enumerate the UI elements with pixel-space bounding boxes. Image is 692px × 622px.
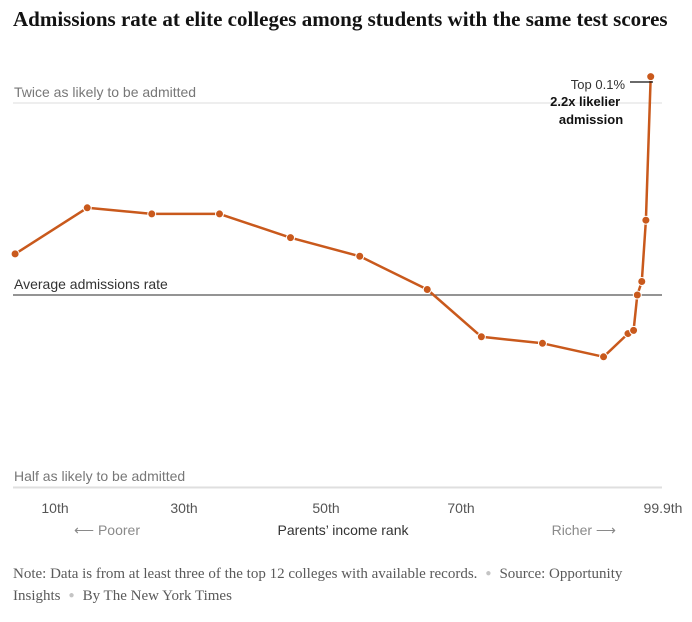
- data-point: [646, 72, 656, 82]
- annotation-top-label: Top 0.1%: [571, 77, 626, 92]
- reference-line-label: Twice as likely to be admitted: [14, 84, 196, 100]
- data-point: [355, 251, 365, 261]
- x-tick-label: 70th: [447, 500, 474, 516]
- chart-title: Admissions rate at elite colleges among …: [13, 7, 668, 31]
- x-tick-label: 10th: [41, 500, 68, 516]
- series-group: [10, 72, 656, 362]
- footer-note: Note: Data is from at least three of the…: [13, 566, 478, 582]
- annotation-value-label: 2.2x likelier admission: [550, 94, 624, 127]
- data-point: [215, 209, 224, 219]
- footer-separator: ●: [68, 590, 75, 601]
- x-axis-title: Parents’ income rank: [278, 522, 410, 538]
- x-axis-ticks: 10th 30th 50th 70th 99.9th: [41, 500, 682, 516]
- data-point: [537, 338, 547, 348]
- x-tick-label: 30th: [170, 500, 197, 516]
- line-chart: Twice as likely to be admitted Average ad…: [10, 72, 682, 538]
- footer-separator: ●: [485, 568, 492, 579]
- data-point: [82, 203, 92, 213]
- footer-credit: By The New York Times: [82, 588, 232, 604]
- data-point: [286, 233, 295, 243]
- footer-source: Source: Opportunity Insights: [13, 566, 623, 604]
- chart-footer: Note: Data is from at least three of the…: [13, 563, 653, 607]
- poorer-direction-label: ⟵ Poorer: [74, 522, 140, 538]
- reference-lines: Twice as likely to be admitted Average ad…: [13, 84, 662, 488]
- data-point: [637, 276, 647, 286]
- data-point: [476, 332, 486, 342]
- reference-line-label: Half as likely to be admitted: [14, 468, 185, 484]
- data-point: [422, 285, 432, 295]
- data-point: [632, 290, 642, 300]
- data-point: [10, 249, 20, 259]
- data-point: [599, 352, 609, 362]
- top-annotation: Top 0.1% 2.2x likelier admission: [550, 77, 653, 127]
- x-tick-label: 50th: [312, 500, 339, 516]
- data-point: [641, 215, 651, 225]
- x-tick-label: 99.9th: [644, 500, 683, 516]
- richer-direction-label: Richer ⟶: [552, 522, 616, 538]
- data-point: [629, 325, 639, 335]
- data-point: [147, 209, 157, 219]
- series-line: [14, 76, 652, 359]
- reference-line-label: Average admissions rate: [14, 276, 168, 292]
